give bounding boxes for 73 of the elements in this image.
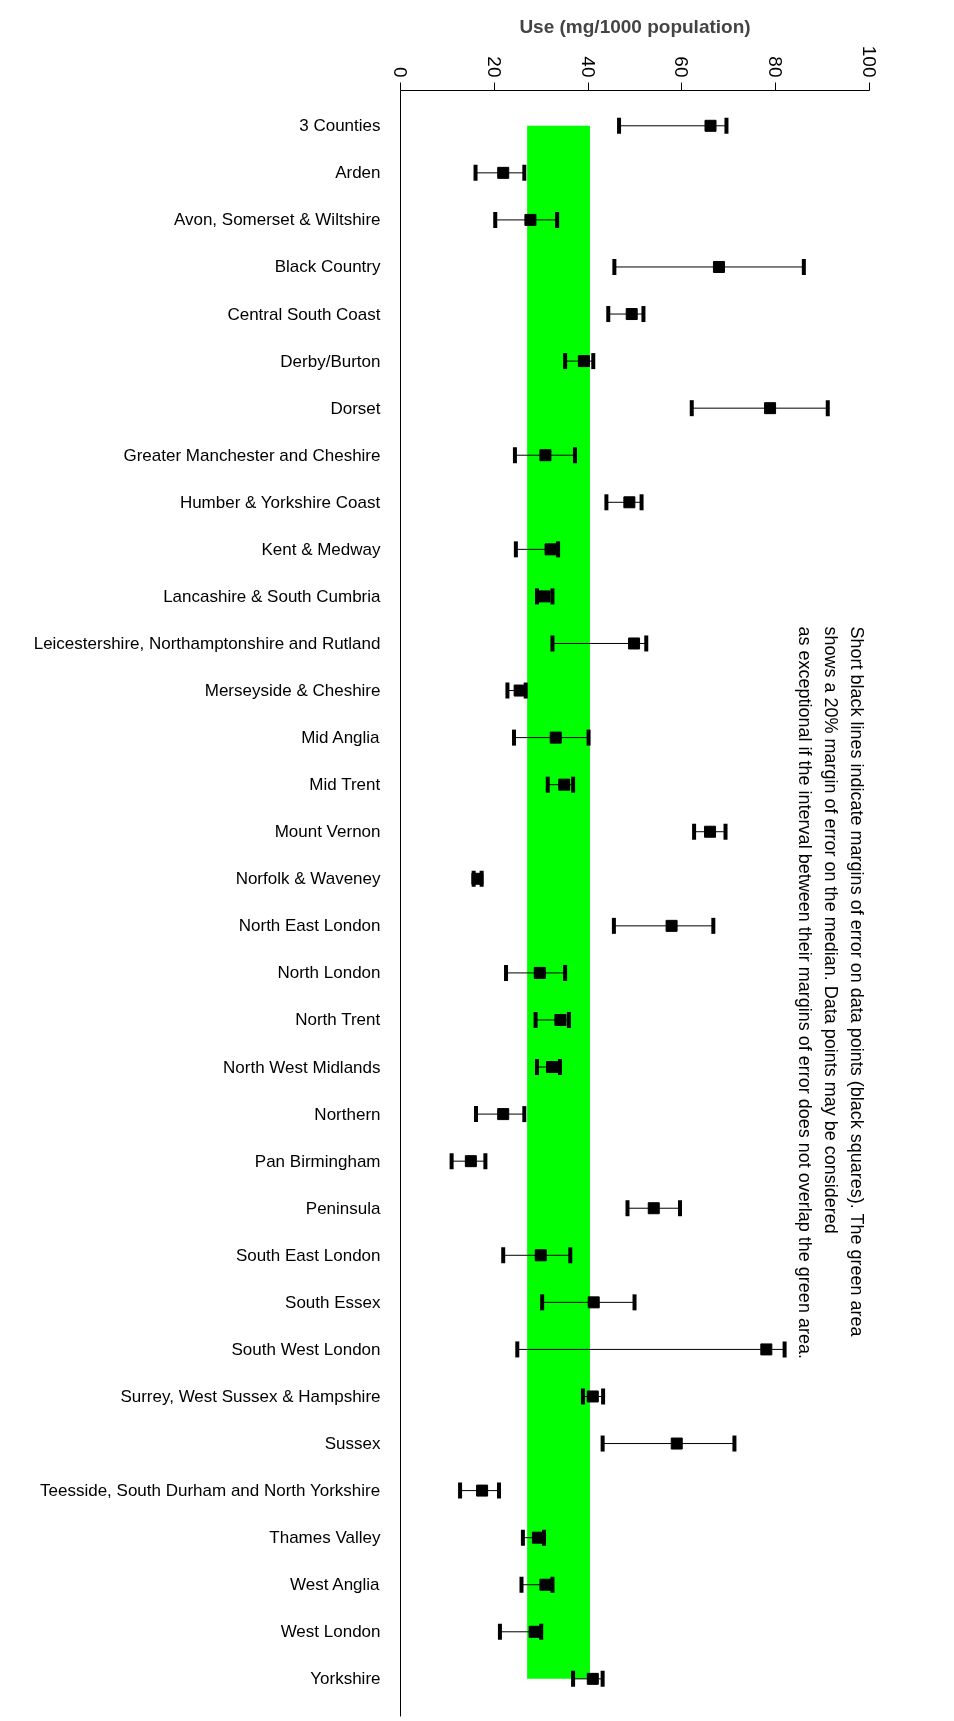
x-tick-label: 0 [390,66,411,78]
y-tick-label: North West Midlands [223,1057,381,1077]
x-tick-label: 80 [765,56,787,78]
point [539,1578,552,1591]
point [524,213,537,226]
y-tick-label: Yorkshire [310,1669,381,1689]
point [712,260,725,273]
point [528,1625,541,1638]
y-tick-label: West Anglia [290,1575,381,1595]
x-tick-label: 100 [859,45,880,78]
y-tick-label: South West London [231,1339,381,1359]
y-tick-label: Teesside, South Durham and North Yorkshire [40,1481,381,1501]
y-tick-label: Pan Birmingham [254,1151,381,1171]
point [625,308,638,321]
point [586,1672,599,1685]
point [554,1013,567,1026]
y-tick-label: Norfolk & Waveney [235,869,381,889]
y-tick-label: Leicestershire, Northamptonshire and Rutland [33,633,381,653]
y-tick-label: Humber & Yorkshire Coast [179,492,381,512]
y-tick-label: Kent & Medway [261,539,381,559]
point [533,966,546,979]
point [764,402,777,415]
x-tick-label: 60 [671,56,693,78]
y-tick-label: Lancashire & South Cumbria [163,586,382,606]
point [544,543,557,556]
y-tick-label: Greater Manchester and Cheshire [123,445,381,465]
y-tick-label: West London [280,1622,381,1642]
point [545,1061,558,1074]
point [534,1249,547,1262]
x-tick-label: 20 [483,56,505,78]
y-tick-label: North Trent [295,1010,381,1030]
y-tick-label: Merseyside & Cheshire [204,681,381,701]
y-tick-label: South East London [235,1245,381,1265]
point [670,1437,683,1450]
x-tick-label: 40 [577,56,599,78]
point [497,1108,510,1121]
point [760,1343,773,1356]
point [704,119,717,132]
y-tick-label: North East London [238,916,381,936]
point [704,825,717,838]
point [549,731,562,744]
y-tick-label: Derby/Burton [280,351,381,371]
point [476,1484,489,1497]
y-tick-label: 3 Counties [299,116,381,136]
point [587,1296,600,1309]
y-tick-label: Dorset [330,398,381,418]
point [539,449,552,462]
point [665,919,678,932]
point [586,1390,599,1403]
y-tick-label: Arden [335,163,381,183]
y-tick-label: Northern [314,1104,381,1124]
point [558,778,571,791]
y-tick-label: Sussex [324,1434,381,1454]
y-tick-label: Central South Coast [227,304,381,324]
y-tick-label: South Essex [285,1292,381,1312]
y-tick-label: Mount Vernon [274,822,381,842]
point [647,1202,660,1215]
y-tick-label: Mid Anglia [301,728,381,748]
y-tick-label: Black Country [274,257,381,277]
point [628,637,641,650]
y-tick-label: Peninsula [305,1198,382,1218]
annotation: Short black lines indicate margins of error on data points (black squares). The green area shows a 20% margin of error on the median. Data points may be considered as exceptional if the interval between their margins of error does not overlap the green area. [794,626,867,1359]
y-tick-label: Mid Trent [309,775,381,795]
point [464,1155,477,1168]
x-axis-title: Use (mg/1000 population) [519,15,751,37]
point [538,590,551,603]
point [497,166,510,179]
y-tick-label: Avon, Somerset & Wiltshire [173,210,381,230]
point [577,355,590,368]
point [623,496,636,509]
y-tick-label: North London [277,963,381,983]
y-tick-label: Surrey, West Sussex & Hampshire [120,1386,381,1406]
y-tick-label: Thames Valley [269,1528,381,1548]
